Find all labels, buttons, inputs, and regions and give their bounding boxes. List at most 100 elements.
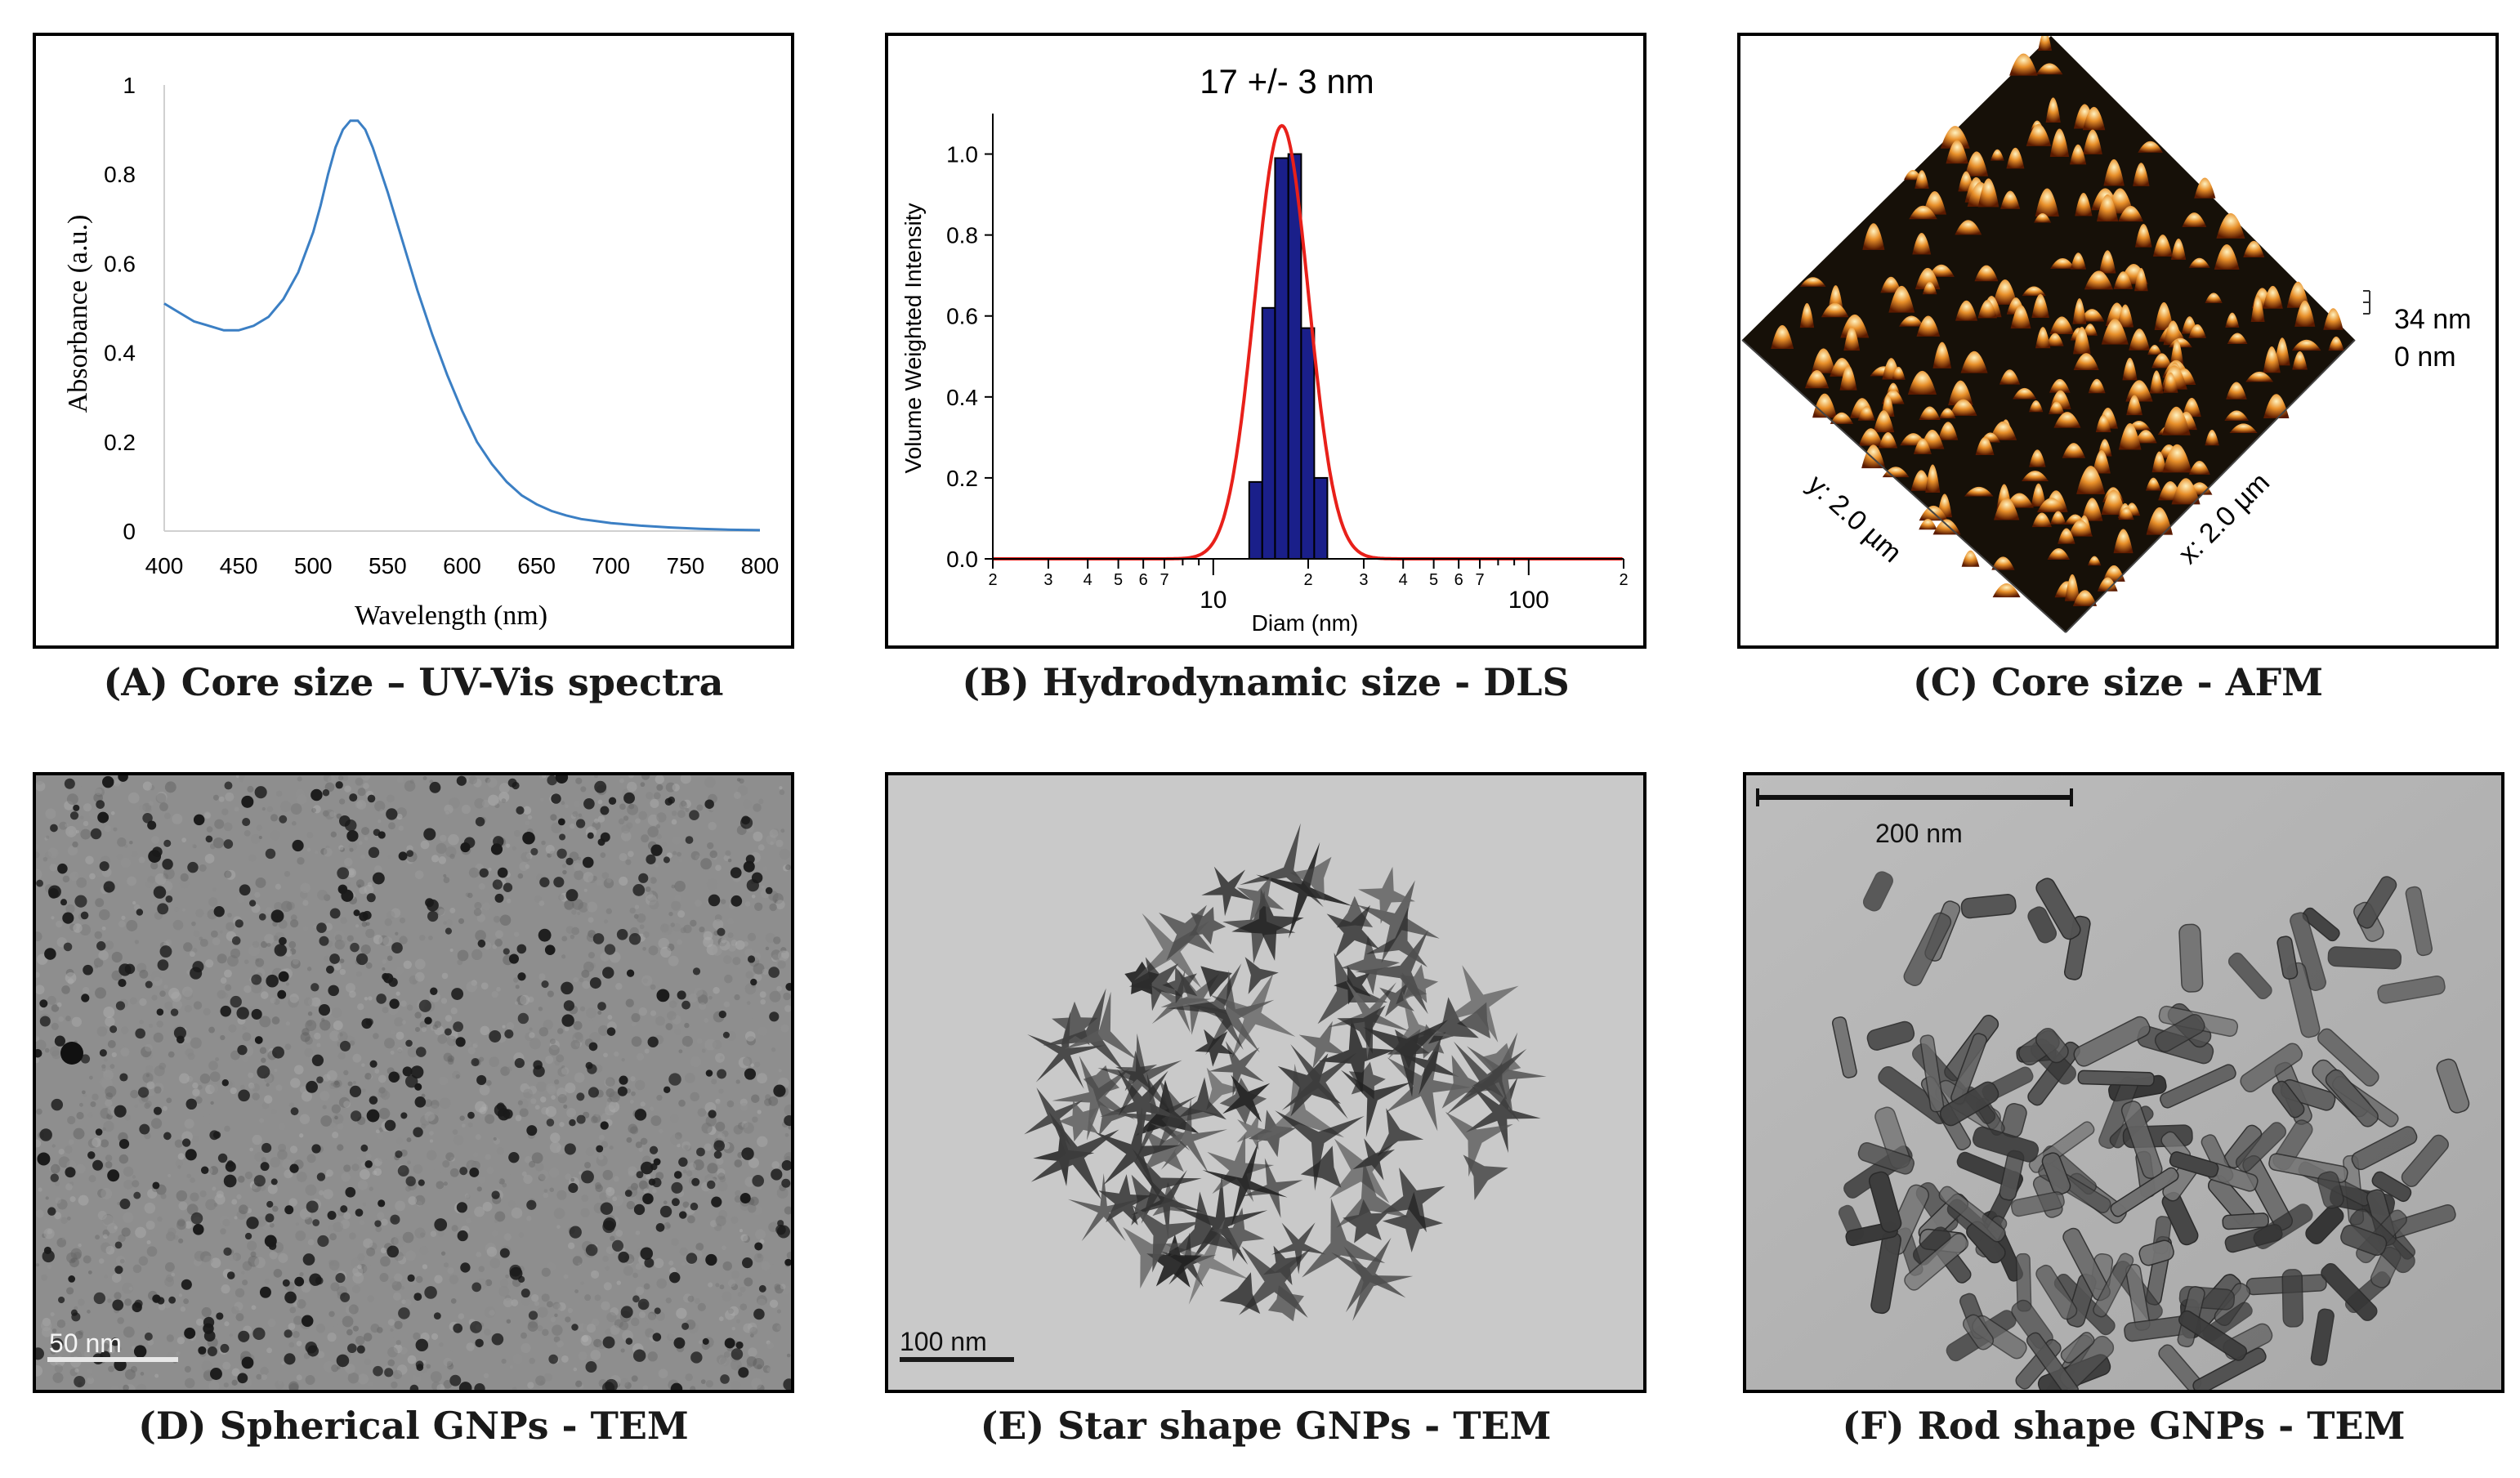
spherical-particle [646, 854, 656, 864]
tem-background-grain [548, 1044, 560, 1056]
tem-background-grain [192, 948, 198, 953]
spherical-particle [340, 1292, 351, 1302]
spherical-particle [397, 1165, 409, 1177]
tem-background-grain [626, 781, 637, 793]
tem-background-grain [360, 1168, 370, 1180]
spherical-particle [655, 1222, 665, 1232]
spherical-particle [576, 1092, 585, 1101]
tem-background-grain [466, 778, 471, 783]
afm-peak [1858, 428, 1883, 446]
spherical-particle [279, 936, 287, 945]
tem-background-grain [142, 802, 152, 812]
tem-background-grain [62, 875, 70, 883]
spherical-particle [539, 877, 550, 887]
tem-background-grain [176, 1337, 185, 1345]
tem-background-grain [737, 1292, 743, 1297]
tem-background-grain [726, 918, 735, 925]
tem-background-grain [357, 1180, 369, 1190]
star-particle [1207, 1134, 1275, 1203]
tem-background-grain [123, 1384, 129, 1390]
spherical-particle [185, 1149, 197, 1161]
spherical-particle [376, 994, 386, 1004]
tem-background-grain [304, 1036, 313, 1045]
tem-background-grain [417, 1201, 422, 1207]
tem-background-grain [248, 944, 260, 957]
tem-background-grain [103, 1120, 114, 1132]
tem-background-grain [616, 1280, 622, 1285]
afm-peak [2170, 239, 2187, 260]
tem-background-grain [745, 971, 753, 979]
tem-background-grain [776, 992, 781, 997]
tem-background-grain [50, 1163, 60, 1174]
tem-background-grain [467, 1122, 473, 1127]
tem-background-grain [472, 1043, 478, 1048]
tem-background-grain [324, 809, 335, 819]
tem-background-grain [60, 1217, 68, 1225]
tem-background-grain [443, 1357, 453, 1367]
tem-background-grain [36, 1209, 44, 1218]
tem-background-grain [151, 901, 156, 906]
y-tick-label: 0.8 [104, 162, 136, 187]
tem-background-grain [424, 1111, 436, 1122]
tem-background-grain [343, 1164, 351, 1172]
afm-peak [1928, 264, 1955, 277]
tem-background-grain [779, 848, 790, 860]
tem-background-grain [538, 1027, 549, 1037]
rod-particle [2227, 952, 2272, 1000]
rod-particle [1939, 1081, 1999, 1127]
tem-background-grain [228, 1024, 237, 1033]
spherical-particle [356, 1345, 365, 1354]
tem-background-grain [453, 1135, 464, 1145]
tem-background-grain [561, 1065, 565, 1069]
tem-background-grain [549, 1141, 561, 1154]
tem-background-grain [128, 1286, 133, 1291]
tem-background-grain [698, 994, 708, 1005]
star-particle [1195, 1029, 1234, 1067]
tem-background-grain [346, 935, 354, 942]
star-particle [1146, 1234, 1202, 1288]
tem-background-grain [774, 899, 779, 904]
tem-background-grain [127, 876, 136, 886]
tem-background-grain [556, 1340, 564, 1348]
spherical-particle [747, 955, 756, 963]
tem-background-grain [278, 1143, 287, 1152]
star-particle [1202, 1141, 1288, 1226]
afm-peak [2081, 498, 2103, 521]
tem-background-grain [83, 1350, 92, 1358]
y-tick-label: 0.4 [104, 341, 136, 366]
afm-peak [2113, 271, 2134, 289]
tem-background-grain [592, 821, 601, 831]
tem-background-grain [450, 1297, 457, 1304]
tem-background-grain [525, 1032, 534, 1042]
tem-background-grain [123, 1326, 135, 1338]
tem-background-grain [78, 1244, 82, 1248]
afm-peak [2154, 301, 2174, 331]
tem-background-grain [751, 1094, 760, 1103]
tem-background-grain [756, 1295, 767, 1306]
tem-background-grain [150, 861, 159, 870]
tem-background-grain [474, 1040, 479, 1045]
tem-background-grain [297, 794, 307, 805]
tem-background-grain [193, 844, 197, 849]
tem-background-grain [208, 897, 218, 907]
tem-background-grain [163, 868, 175, 880]
afm-peak [2029, 400, 2044, 413]
star-particle [1067, 1173, 1140, 1242]
rod-particle [2077, 1069, 2155, 1087]
tem-background-grain [638, 1147, 643, 1152]
tem-background-grain [485, 777, 491, 784]
tem-background-grain [649, 900, 659, 910]
tem-background-grain [428, 935, 433, 940]
tem-background-grain [338, 798, 346, 805]
afm-peak [1915, 267, 1941, 290]
tem-background-grain [717, 1101, 722, 1105]
tem-background-grain [718, 1357, 726, 1365]
tem-background-grain [722, 1291, 732, 1302]
tem-background-grain [729, 1306, 739, 1316]
tem-background-grain [323, 1189, 333, 1199]
spherical-particle [386, 1245, 400, 1258]
tem-background-grain [561, 801, 565, 806]
tem-background-grain [784, 1206, 791, 1215]
tem-background-grain [717, 1172, 726, 1181]
spherical-particle [350, 1110, 362, 1122]
